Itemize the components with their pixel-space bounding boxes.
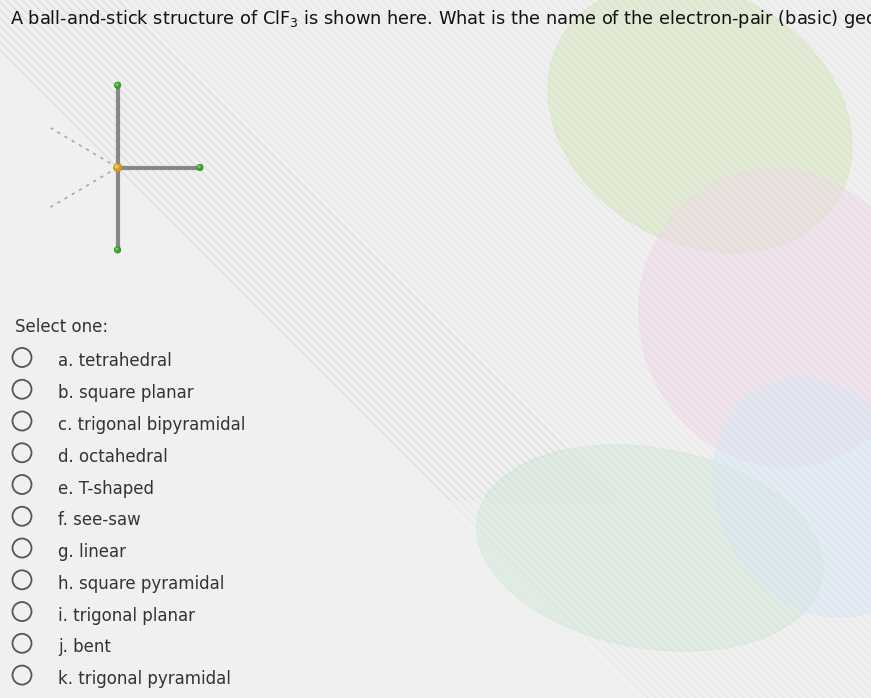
Ellipse shape <box>713 379 871 617</box>
Text: A ball-and-stick structure of ClF$_3$ is shown here. What is the name of the ele: A ball-and-stick structure of ClF$_3$ is… <box>10 8 871 30</box>
Circle shape <box>115 247 120 253</box>
Text: h. square pyramidal: h. square pyramidal <box>58 575 225 593</box>
Text: b. square planar: b. square planar <box>58 384 193 402</box>
Circle shape <box>115 82 120 88</box>
Ellipse shape <box>548 0 852 253</box>
Text: g. linear: g. linear <box>58 543 126 561</box>
Circle shape <box>198 165 200 168</box>
Text: k. trigonal pyramidal: k. trigonal pyramidal <box>58 670 231 688</box>
Circle shape <box>115 165 118 168</box>
Text: d. octahedral: d. octahedral <box>58 448 168 466</box>
Circle shape <box>115 247 120 253</box>
Ellipse shape <box>476 445 823 651</box>
Circle shape <box>197 165 203 170</box>
Text: e. T-shaped: e. T-shaped <box>58 480 154 498</box>
Circle shape <box>114 164 121 171</box>
Circle shape <box>114 164 121 171</box>
Text: c. trigonal bipyramidal: c. trigonal bipyramidal <box>58 416 246 434</box>
Ellipse shape <box>638 169 871 467</box>
Circle shape <box>116 83 118 85</box>
Circle shape <box>116 248 118 250</box>
Circle shape <box>197 165 203 170</box>
Circle shape <box>115 82 120 88</box>
Text: j. bent: j. bent <box>58 639 111 656</box>
Text: i. trigonal planar: i. trigonal planar <box>58 607 195 625</box>
Text: a. tetrahedral: a. tetrahedral <box>58 352 172 371</box>
Text: Select one:: Select one: <box>15 318 108 336</box>
Text: f. see-saw: f. see-saw <box>58 511 141 529</box>
